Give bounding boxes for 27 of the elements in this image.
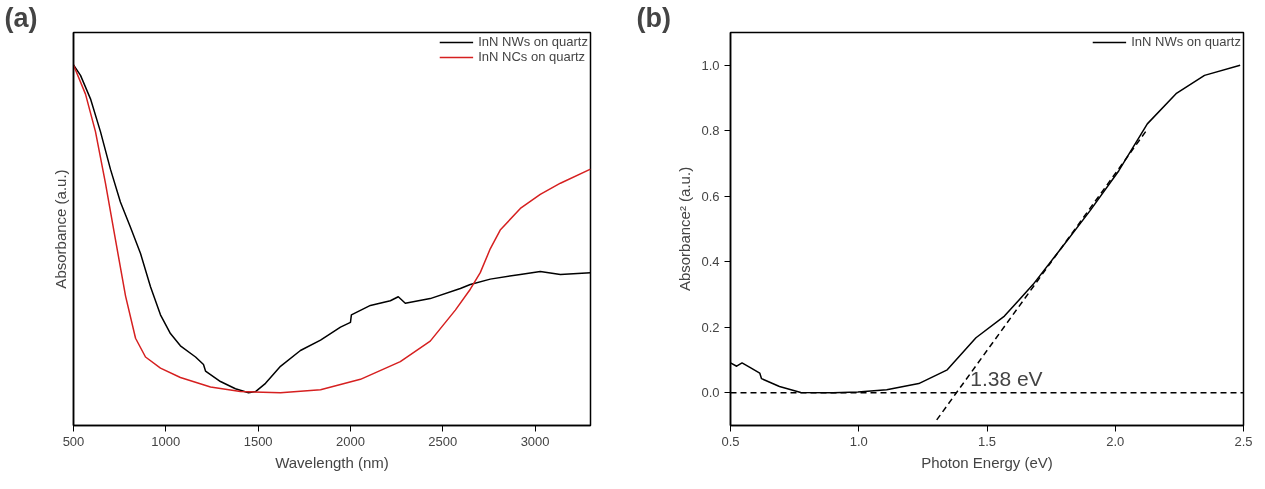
y-tick-label: 0.2 (701, 319, 720, 335)
x-tick-label: 1000 (151, 433, 181, 449)
y-axis-title: Absorbance² (a.u.) (676, 166, 694, 292)
y-tick-label: 0.6 (701, 188, 720, 204)
y-tick-label: 0.0 (701, 385, 720, 401)
legend-label: InN NWs on quartz (1131, 34, 1241, 49)
y-tick-label: 0.4 (701, 254, 720, 270)
text: (a) (4, 2, 38, 33)
x-tick-label: 2500 (428, 433, 458, 449)
legend-label: InN NCs on quartz (478, 49, 586, 64)
text: (b) (636, 2, 671, 33)
x-tick-label: 1500 (243, 433, 273, 449)
annotation: 1.38 eV (970, 366, 1043, 390)
y-tick-label: 0.8 (701, 123, 720, 139)
y-axis-title: Absorbance (a.u.) (51, 169, 69, 289)
x-tick-label: 2000 (336, 433, 365, 449)
x-tick-label: 3000 (520, 433, 550, 449)
x-tick-label: 2.5 (1234, 433, 1253, 449)
x-tick-label: 0.5 (721, 433, 740, 449)
x-tick-label: 1.0 (849, 433, 868, 449)
x-tick-label: 1.5 (977, 433, 997, 449)
x-axis-title: Wavelength (nm) (275, 453, 389, 471)
x-tick-label: 2.0 (1106, 433, 1125, 449)
y-tick-label: 1.0 (701, 57, 720, 73)
x-axis-title: Photon Energy (eV) (921, 453, 1053, 471)
legend-label: InN NWs on quartz (478, 34, 588, 49)
x-tick-label: 500 (62, 433, 85, 449)
